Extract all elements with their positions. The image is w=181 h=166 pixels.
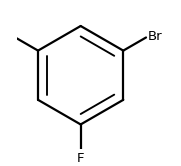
Text: Br: Br — [147, 30, 162, 43]
Text: F: F — [77, 152, 84, 165]
